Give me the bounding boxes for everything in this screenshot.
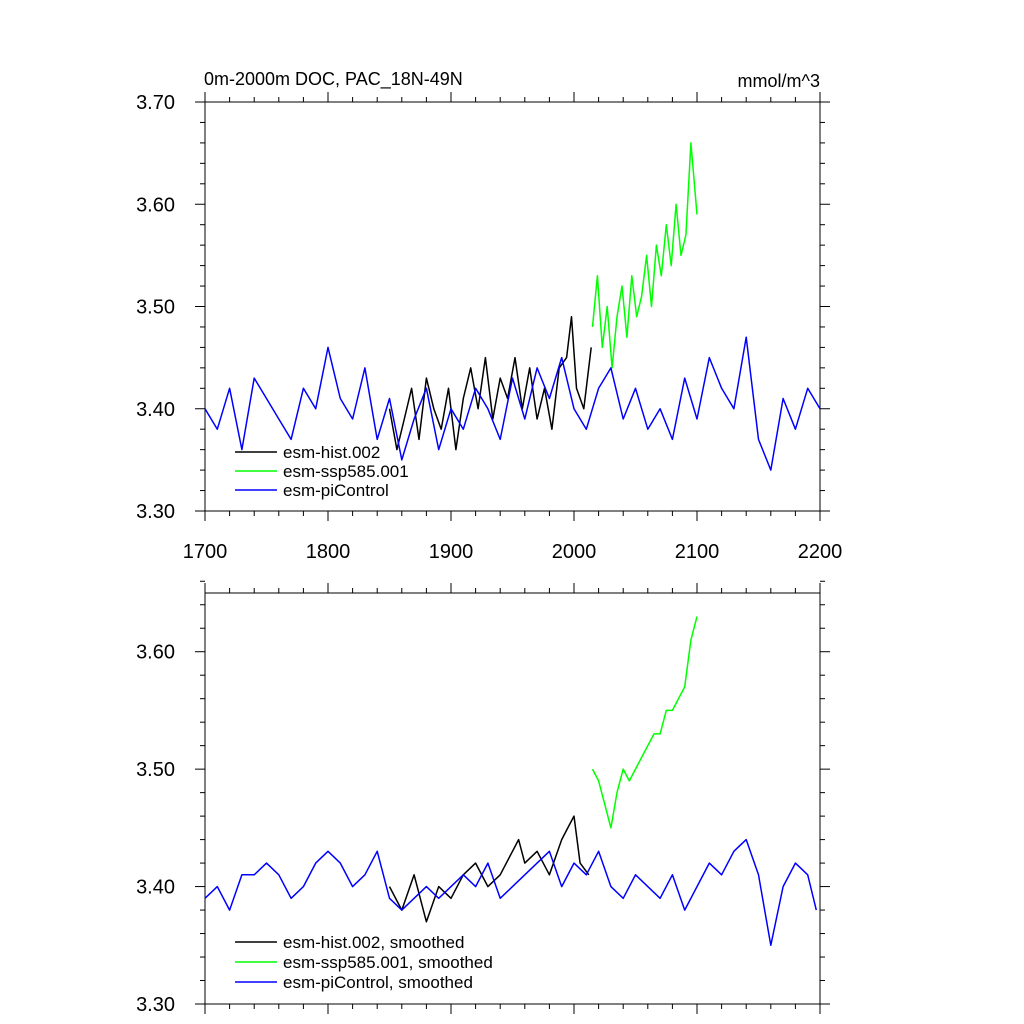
- bottom-y-tick-label: 3.50: [136, 759, 175, 781]
- top-x-tick-label: 2000: [552, 541, 597, 563]
- top-legend-label-1: esm-ssp585.001: [283, 462, 409, 481]
- top-y-tick-label: 3.60: [136, 194, 175, 216]
- top-y-tick-label: 3.30: [136, 501, 175, 523]
- chart-title: 0m-2000m DOC, PAC_18N-49N: [204, 69, 463, 90]
- bottom-y-tick-label: 3.30: [136, 994, 175, 1016]
- bottom-plot-frame: [204, 592, 821, 1005]
- top-x-tick-label: 2100: [675, 541, 720, 563]
- panel-top: 1700 1800 1900 2000 2100 2200 3.30 3.40 3.50 3.60…: [136, 92, 842, 563]
- top-series-0-line: [388, 315, 592, 451]
- top-series-2-line: [204, 336, 821, 471]
- bottom-series-1-line: [591, 616, 698, 829]
- bottom-legend-label-1: esm-ssp585.001, smoothed: [283, 953, 493, 972]
- units-label: mmol/m^3: [738, 71, 820, 91]
- top-x-tick-label: 2200: [798, 541, 843, 563]
- bottom-legend-label-0: esm-hist.002, smoothed: [283, 933, 464, 952]
- top-y-tick-label: 3.70: [136, 92, 175, 114]
- top-y-tick-label: 3.40: [136, 399, 175, 421]
- top-x-tick-label: 1900: [429, 541, 474, 563]
- top-x-tick-label: 1700: [183, 541, 228, 563]
- bottom-legend-label-2: esm-piControl, smoothed: [283, 973, 473, 992]
- top-x-tick-label: 1800: [306, 541, 351, 563]
- top-y-tick-label: 3.50: [136, 297, 175, 319]
- bottom-y-tick-label: 3.60: [136, 642, 175, 664]
- top-series-1-line: [591, 142, 698, 369]
- bottom-series-0-line: [388, 815, 590, 923]
- top-legend-label-0: esm-hist.002: [283, 443, 380, 462]
- bottom-y-tick-label: 3.40: [136, 877, 175, 899]
- bottom-series-2-line: [204, 838, 818, 947]
- top-legend-label-2: esm-piControl: [283, 481, 389, 500]
